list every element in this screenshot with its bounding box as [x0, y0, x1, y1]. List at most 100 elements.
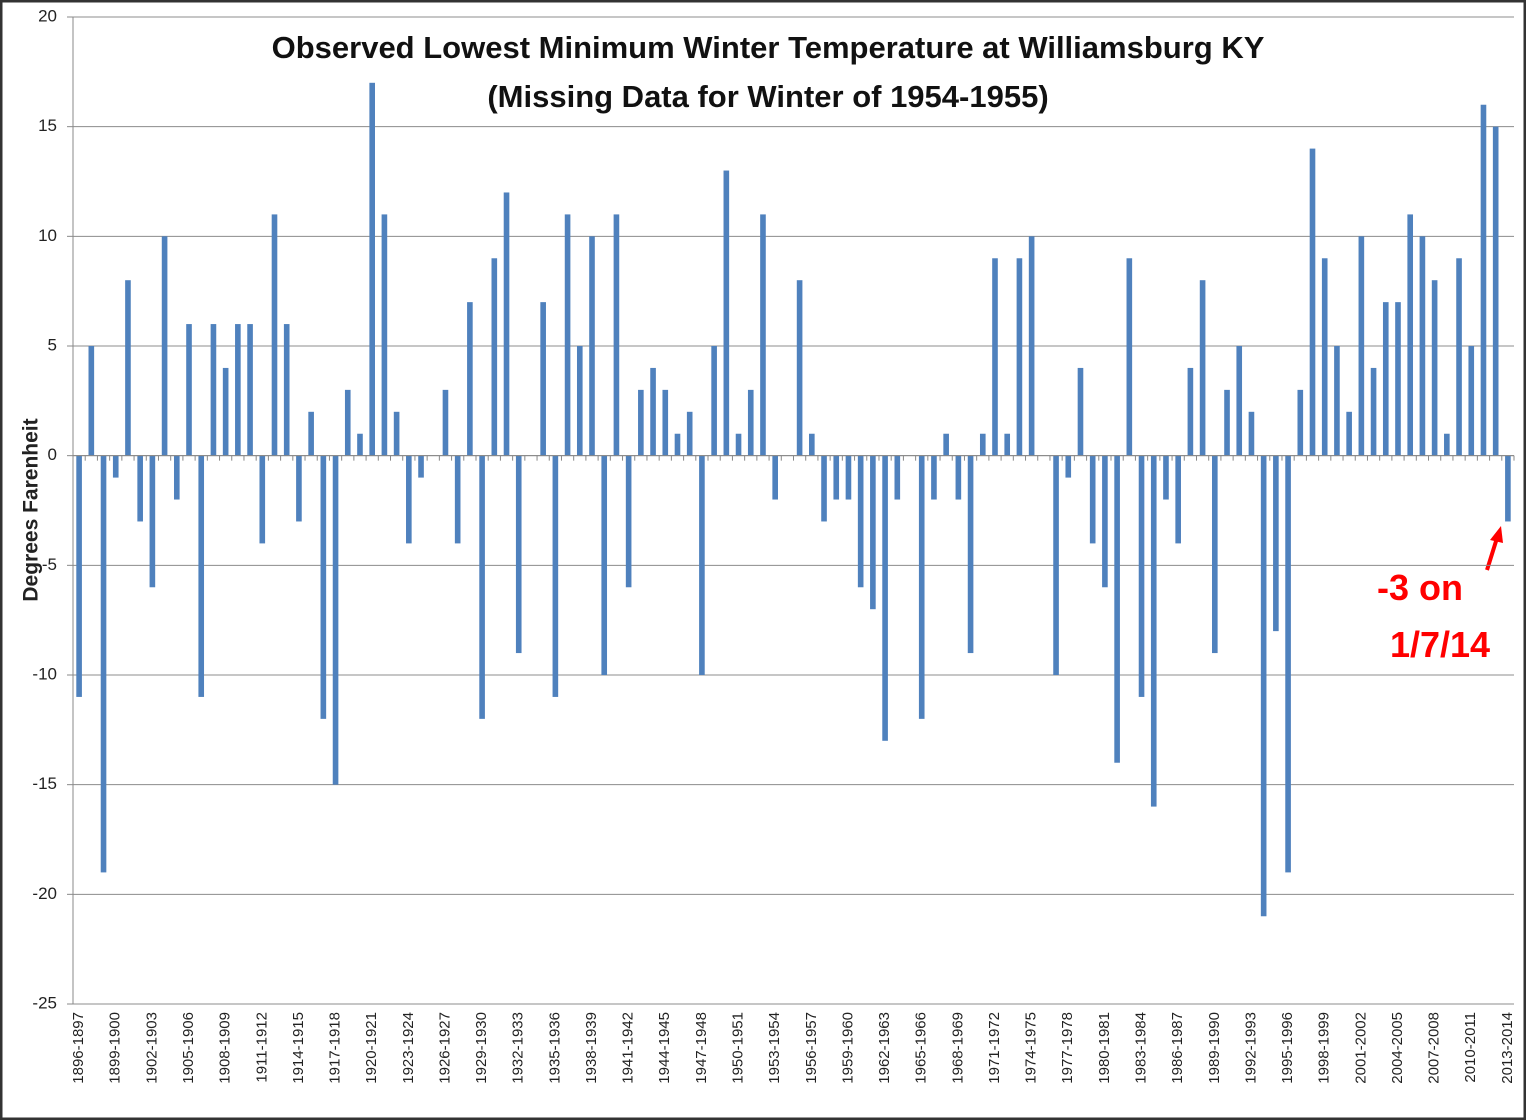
y-tick-label: -10	[32, 664, 57, 683]
bar	[112, 455, 119, 478]
bar	[699, 455, 705, 675]
bar	[723, 170, 730, 456]
x-tick-label: 1911-1912	[253, 1012, 270, 1083]
x-tick-label: 1923-1924	[400, 1012, 417, 1084]
x-tick-label: 1929-1930	[473, 1012, 490, 1084]
bar	[1089, 455, 1096, 544]
bar	[1004, 433, 1011, 456]
bar	[1028, 236, 1035, 456]
bar	[833, 455, 840, 500]
bar	[1114, 455, 1120, 763]
bar	[1382, 302, 1389, 456]
bar	[1431, 280, 1438, 456]
bar	[1444, 433, 1450, 456]
x-tick-label: 1917-1918	[327, 1012, 344, 1084]
bar	[1163, 455, 1169, 500]
bar	[296, 455, 302, 522]
bar	[686, 411, 693, 456]
x-tick-label: 1974-1975	[1023, 1012, 1040, 1084]
bar	[1358, 236, 1365, 456]
y-axis-label: Degrees Farenheit	[20, 418, 43, 601]
plot-area: -25 -20 -15 -10 -5 0 5 10 15 20 1896-1897 1899-1900…	[32, 6, 1515, 1083]
bar	[955, 455, 962, 500]
bar	[1346, 411, 1352, 456]
chart-title: Observed Lowest Minimum Winter Temperatu…	[272, 30, 1265, 65]
y-tick-label: 20	[38, 6, 57, 25]
bar	[198, 455, 205, 697]
x-tick-label: 1980-1981	[1096, 1012, 1113, 1084]
bar	[76, 455, 82, 697]
bar	[760, 214, 766, 456]
x-tick-label: 1905-1906	[180, 1012, 197, 1084]
bar	[589, 236, 595, 456]
bar	[1236, 346, 1243, 456]
y-tick-label: 5	[48, 335, 57, 354]
bar	[125, 280, 131, 456]
bar	[943, 433, 949, 456]
x-tick-label: 1995-1996	[1279, 1012, 1296, 1084]
bar	[870, 455, 876, 610]
bar	[259, 455, 266, 544]
x-tick-label: 1965-1966	[913, 1012, 930, 1084]
y-tick-label: -5	[42, 555, 57, 574]
x-tick-label: 2010-2011	[1462, 1012, 1479, 1083]
bar	[625, 455, 632, 588]
bar	[1297, 389, 1304, 456]
bar	[674, 433, 681, 456]
bar	[662, 389, 669, 456]
bar	[149, 455, 156, 588]
bar	[393, 411, 400, 456]
x-tick-label: 1938-1939	[583, 1012, 600, 1084]
bar	[1407, 214, 1414, 456]
bar	[222, 367, 229, 456]
bar	[613, 214, 620, 456]
bar	[332, 455, 339, 785]
bar	[576, 346, 583, 456]
bar	[1480, 104, 1487, 456]
x-tick-label: 1926-1927	[436, 1012, 453, 1084]
bar	[308, 411, 314, 456]
bar	[1187, 367, 1194, 456]
bar	[418, 455, 424, 478]
bar	[1065, 455, 1072, 478]
x-tick-label: 1896-1897	[70, 1012, 87, 1084]
bar	[467, 302, 473, 456]
bar	[747, 389, 754, 456]
y-tick-label: -20	[32, 884, 57, 903]
bar	[1321, 258, 1328, 456]
y-tick-label: -15	[32, 774, 57, 793]
bar	[540, 302, 546, 456]
bar	[857, 455, 864, 588]
x-tick-label: 2004-2005	[1389, 1012, 1406, 1084]
bar	[1126, 258, 1133, 456]
bar	[1212, 455, 1218, 654]
bar	[1138, 455, 1145, 697]
bar	[1273, 455, 1279, 632]
x-tick-label: 1947-1948	[693, 1012, 710, 1084]
x-tick-label: 1920-1921	[363, 1012, 380, 1084]
bar	[918, 455, 925, 719]
bar	[479, 455, 485, 719]
x-tick-label: 1986-1987	[1169, 1012, 1186, 1084]
bar	[1053, 455, 1059, 675]
x-tick-label: 2007-2008	[1426, 1012, 1443, 1084]
y-tick-label: 10	[38, 226, 57, 245]
x-tick-label: 1908-1909	[217, 1012, 234, 1084]
bar	[1224, 389, 1230, 456]
bar	[137, 455, 143, 522]
bar	[173, 455, 180, 500]
x-tick-label: 1950-1951	[730, 1012, 747, 1084]
bar	[344, 389, 351, 456]
y-tick-label: -25	[32, 993, 57, 1012]
bar	[772, 455, 778, 500]
bar	[1102, 455, 1108, 588]
bar	[161, 236, 168, 456]
x-tick-label: 1953-1954	[766, 1012, 783, 1084]
y-tick-label: 0	[48, 445, 57, 464]
x-tick-label: 1971-1972	[986, 1012, 1003, 1084]
x-tick-label: 1902-1903	[143, 1012, 160, 1084]
bar	[88, 346, 95, 456]
bar	[1285, 455, 1291, 873]
